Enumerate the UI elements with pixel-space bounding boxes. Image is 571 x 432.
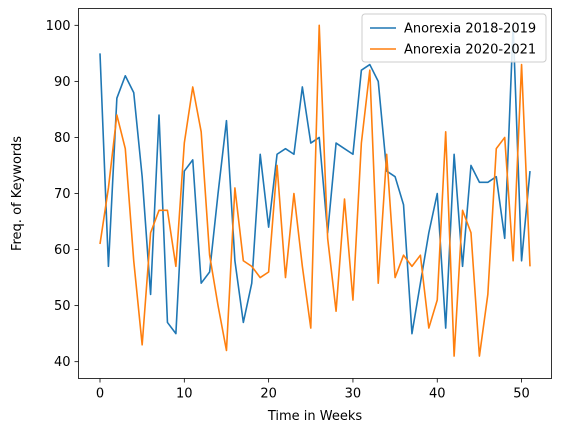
x-axis: 0 10 20 30 40 50	[96, 378, 530, 402]
legend: Anorexia 2018-2019 Anorexia 2020-2021	[361, 13, 547, 63]
y-axis-label: Freq. of Keywords	[10, 136, 25, 251]
x-axis-label: Time in Weeks	[267, 409, 363, 424]
y-tick-label: 80	[54, 131, 71, 146]
y-tick-label: 100	[46, 19, 71, 34]
y-tick-label: 50	[54, 299, 71, 314]
plot-lines	[99, 24, 531, 357]
legend-label-2020-2021: Anorexia 2020-2021	[404, 43, 536, 58]
x-tick-label: 40	[429, 387, 446, 402]
x-tick-label: 30	[345, 387, 362, 402]
y-tick-label: 60	[54, 243, 71, 258]
y-tick-label: 70	[54, 187, 71, 202]
x-tick-label: 10	[176, 387, 193, 402]
y-tick-label: 40	[54, 355, 71, 370]
legend-label-2018-2019: Anorexia 2018-2019	[404, 22, 536, 37]
legend-box	[361, 13, 547, 63]
x-tick-label: 50	[513, 387, 530, 402]
x-tick-label: 0	[96, 387, 104, 402]
x-tick-label: 20	[260, 387, 277, 402]
y-axis: 40 50 60 70 80 90 100	[46, 19, 79, 370]
y-tick-label: 90	[54, 75, 71, 90]
series-line-0	[99, 24, 531, 335]
series-line-1	[99, 24, 531, 357]
